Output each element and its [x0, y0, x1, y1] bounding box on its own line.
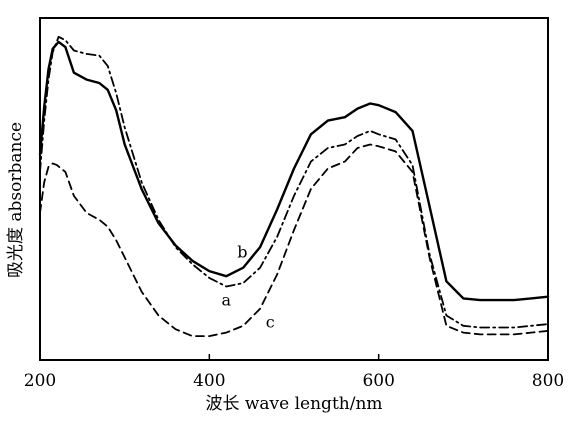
x-axis-ticks [39, 354, 549, 360]
curve-label-b: b [237, 242, 247, 261]
series-line-b [38, 40, 550, 302]
curve-label-a: a [221, 290, 231, 309]
x-tick-label: 400 [193, 371, 225, 391]
curve-label-c: c [266, 313, 275, 332]
series-layer [38, 35, 550, 337]
plot-frame [39, 17, 549, 361]
series-line-c [39, 143, 549, 337]
x-axis-title: 波长 wave length/nm [205, 394, 382, 414]
series-line-a [39, 35, 549, 329]
x-tick-label: 800 [532, 371, 564, 391]
annotation-layer: b a c [221, 242, 274, 331]
x-tick-label: 600 [362, 371, 394, 391]
y-axis-title: 吸光度 absorbance [6, 122, 26, 278]
x-axis-tick-labels: 200 400 600 800 [24, 371, 564, 391]
x-tick-label: 200 [24, 371, 56, 391]
